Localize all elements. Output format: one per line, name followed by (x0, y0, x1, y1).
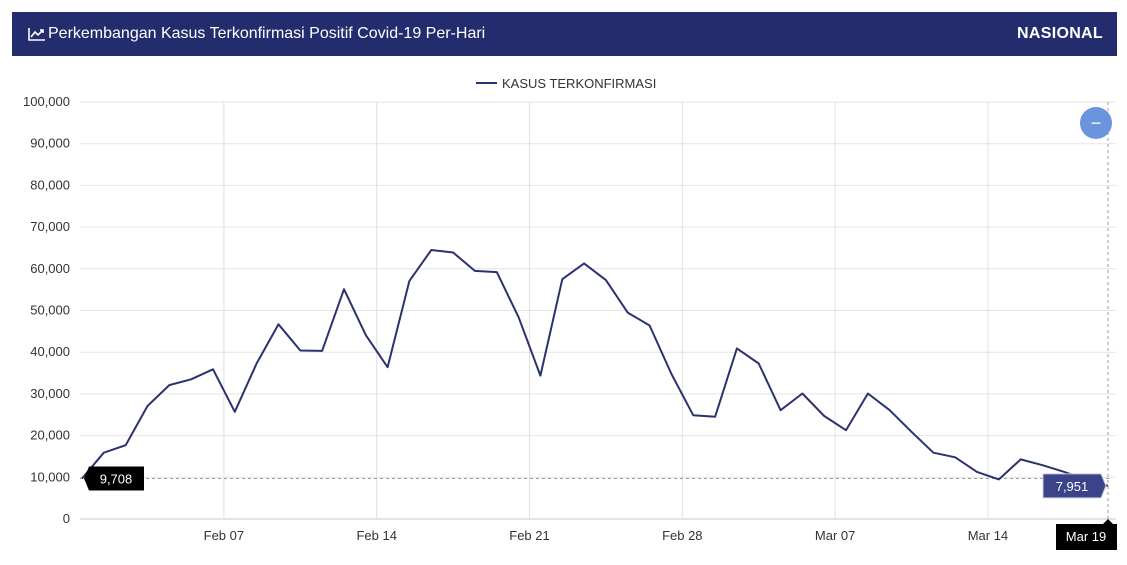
x-tick-label: Feb 21 (509, 528, 549, 543)
y-tick-label: 80,000 (30, 177, 70, 192)
x-crosshair-label: Mar 19 (1066, 529, 1106, 544)
y-tick-label: 40,000 (30, 344, 70, 359)
x-tick-label: Feb 28 (662, 528, 702, 543)
y-tick-label: 10,000 (30, 469, 70, 484)
value-tooltip: 7,951 (1056, 479, 1089, 494)
chart-header: Perkembangan Kasus Terkonfirmasi Positif… (12, 12, 1117, 56)
legend-label: KASUS TERKONFIRMASI (502, 76, 656, 91)
y-crosshair-label: 9,708 (100, 472, 133, 487)
region-label: NASIONAL (1017, 25, 1103, 42)
chart-title: Perkembangan Kasus Terkonfirmasi Positif… (28, 25, 485, 43)
zoom-out-button[interactable]: − (1080, 107, 1112, 139)
minus-icon: − (1090, 113, 1102, 133)
y-tick-label: 30,000 (30, 386, 70, 401)
y-tick-label: 70,000 (30, 219, 70, 234)
y-tick-label: 100,000 (23, 94, 70, 109)
y-tick-label: 60,000 (30, 261, 70, 276)
y-tick-label: 20,000 (30, 428, 70, 443)
series-line (81, 249, 1109, 487)
x-tick-label: Mar 07 (815, 528, 855, 543)
x-tick-label: Mar 14 (968, 528, 1008, 543)
y-crosshair-label-box (84, 466, 144, 491)
y-tick-label: 0 (63, 511, 70, 526)
y-tick-label: 50,000 (30, 303, 70, 318)
chart-title-text: Perkembangan Kasus Terkonfirmasi Positif… (48, 25, 486, 42)
y-tick-label: 90,000 (30, 136, 70, 151)
value-tooltip-box (1042, 473, 1107, 499)
line-chart-icon (28, 28, 45, 41)
x-crosshair-label-box (1056, 519, 1117, 550)
x-tick-label: Feb 14 (356, 528, 396, 543)
x-tick-label: Feb 07 (204, 528, 244, 543)
